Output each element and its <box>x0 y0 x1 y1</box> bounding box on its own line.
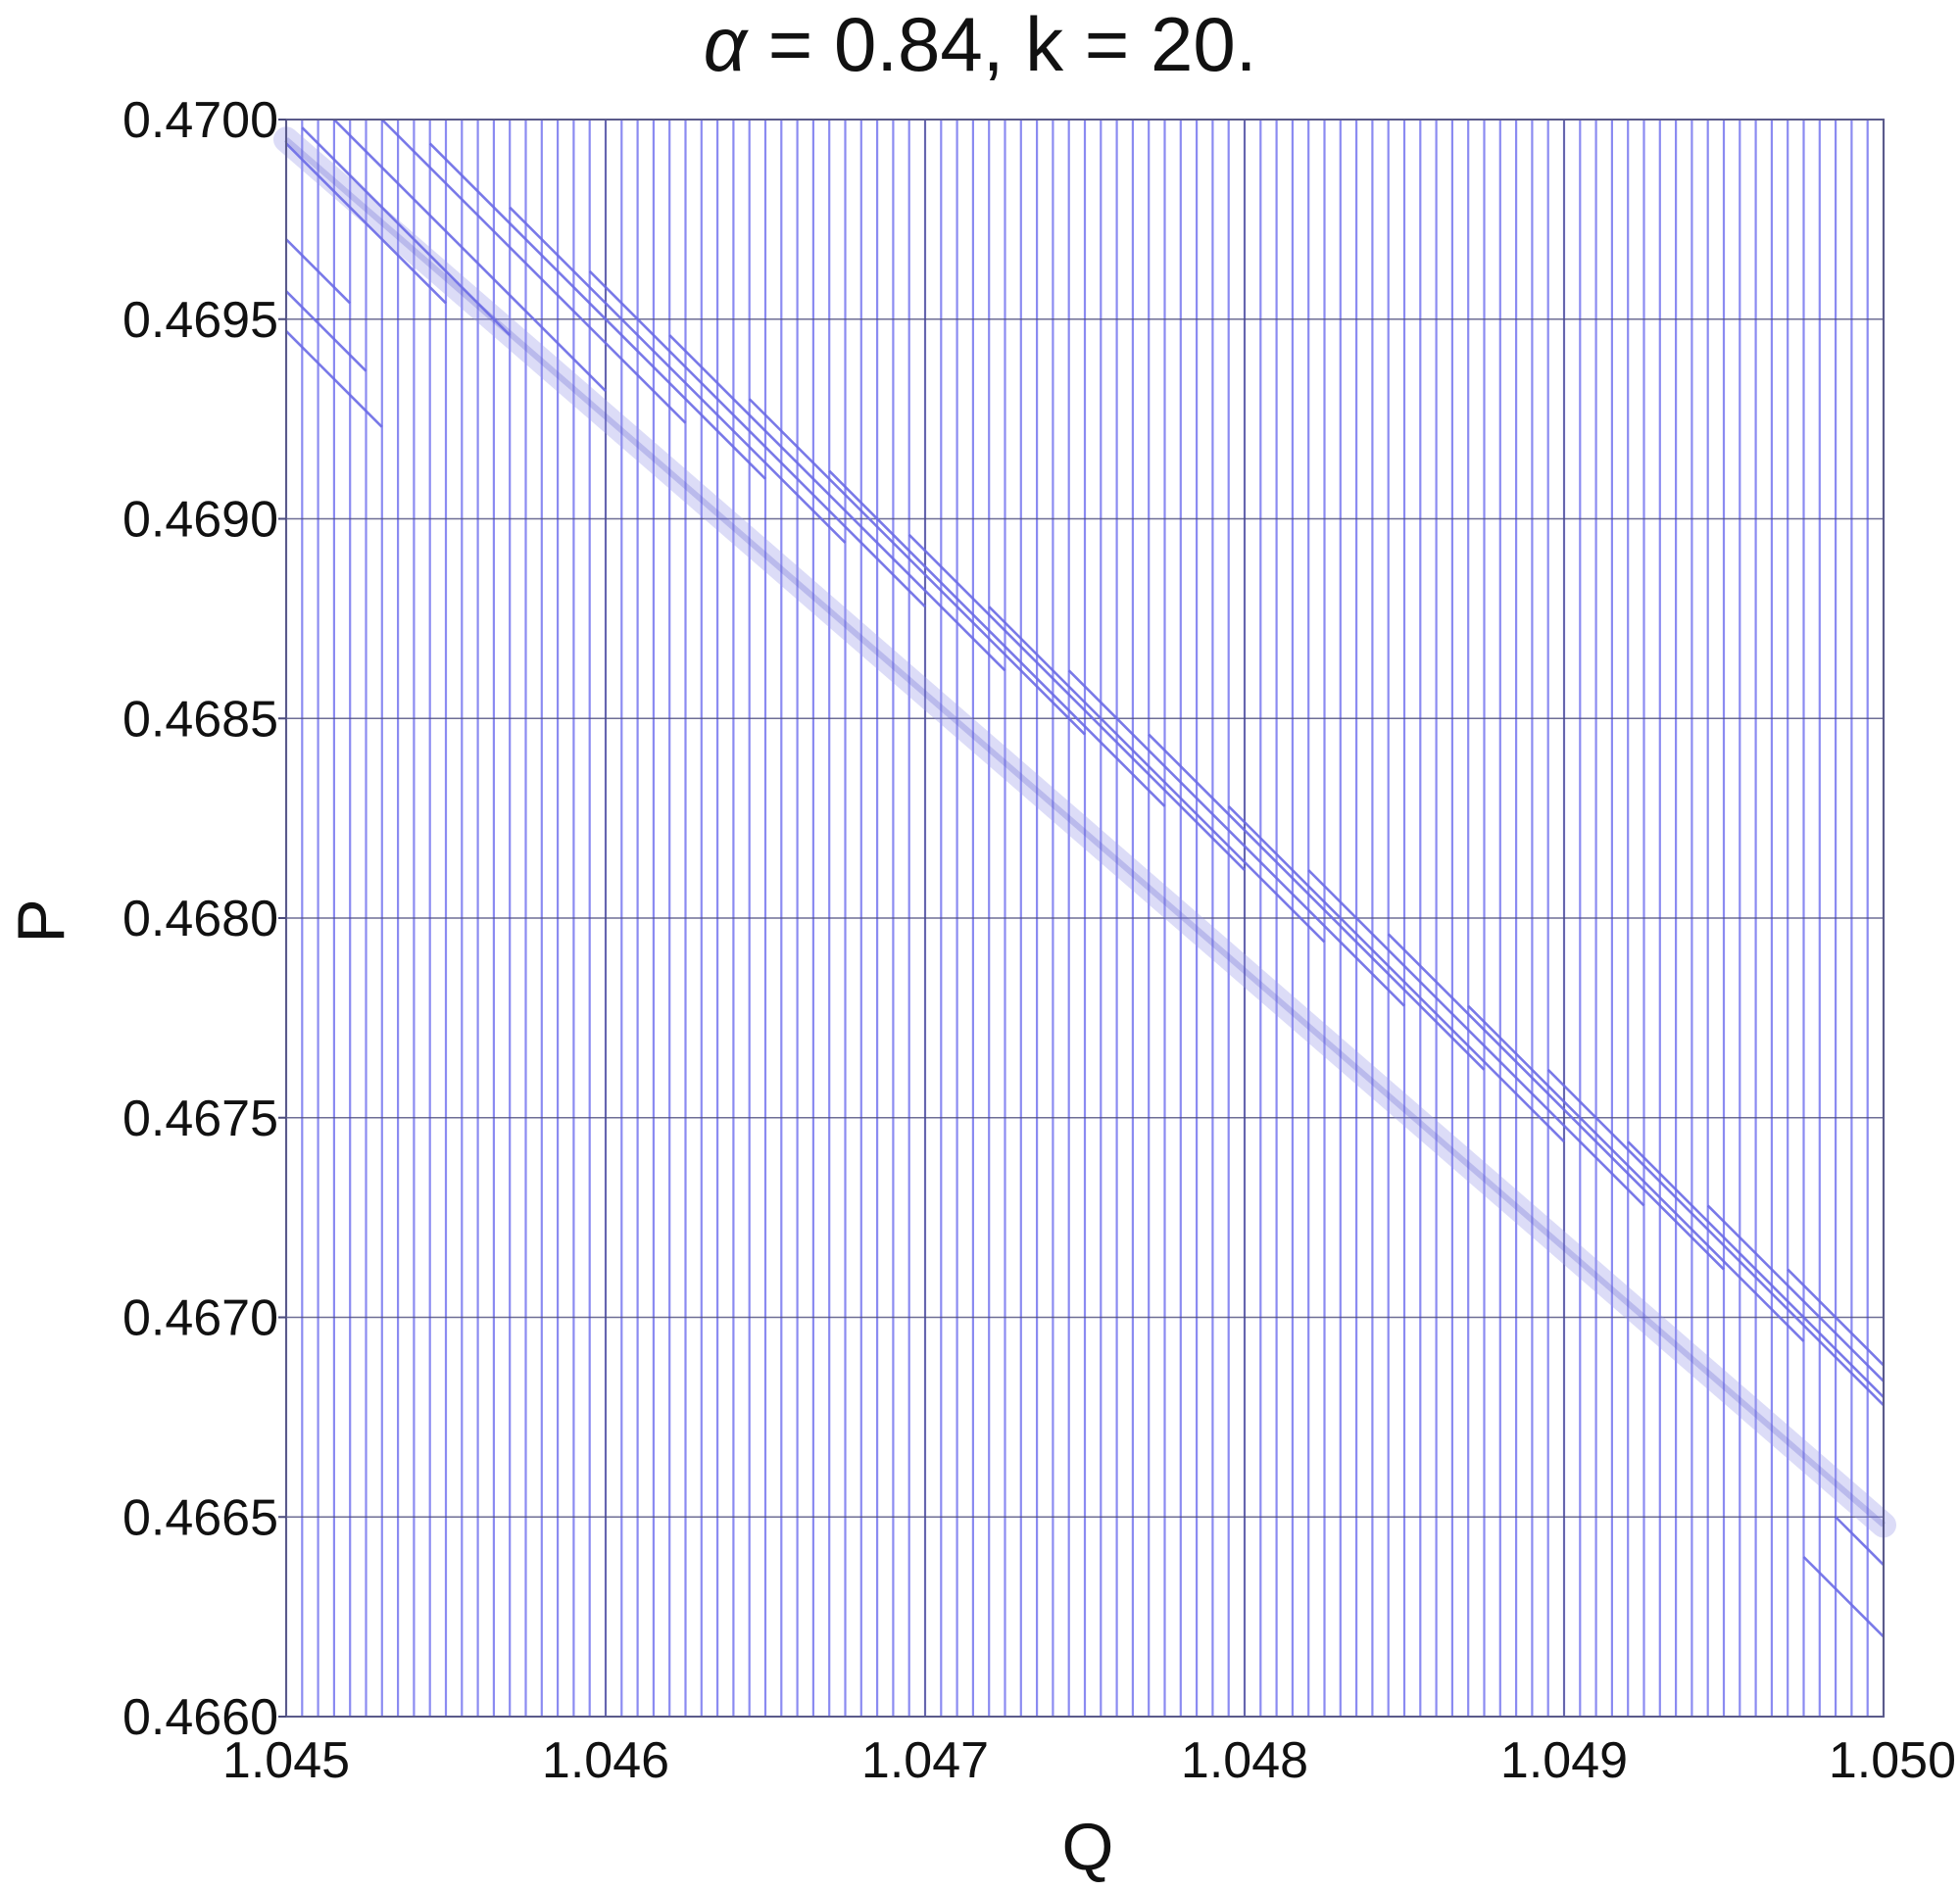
x-tick-label-0: 1.045 <box>222 1732 350 1789</box>
diagonal-segment-13 <box>907 533 1246 872</box>
x-tick-labels: 1.045 1.046 1.047 1.048 1.049 1.050 <box>222 1732 1956 1789</box>
y-tick-label-4: 0.4680 <box>122 891 278 947</box>
x-tick-label-2: 1.047 <box>861 1732 989 1789</box>
diagonal-segment-17 <box>1227 804 1565 1143</box>
y-tick-label-5: 0.4685 <box>122 691 278 748</box>
diagonal-segment-16 <box>1148 733 1486 1071</box>
diagonal-segment-4 <box>301 126 512 336</box>
y-tick-label-7: 0.4695 <box>122 292 278 349</box>
diagonal-segment-15 <box>1067 669 1405 1007</box>
y-tick-label-2: 0.4670 <box>122 1290 278 1347</box>
x-tick-label-1: 1.046 <box>542 1732 669 1789</box>
diagonal-segment-26 <box>1802 1556 1885 1638</box>
diagonal-segment-6 <box>380 119 687 424</box>
diagonal-segment-22 <box>1627 1140 1885 1398</box>
diagonal-segment-14 <box>988 606 1326 944</box>
point-density-core <box>284 137 1886 1527</box>
diagonal-segment-21 <box>1546 1068 1885 1407</box>
x-tick-label-4: 1.049 <box>1500 1732 1628 1789</box>
point-density-band <box>273 126 1896 1538</box>
y-tick-label-0: 0.4660 <box>122 1689 278 1746</box>
diagonal-segment-11 <box>748 398 1086 736</box>
y-axis-label: P <box>4 898 78 943</box>
diagonal-segment-3 <box>285 142 447 305</box>
y-tick-label-1: 0.4665 <box>122 1489 278 1546</box>
diagonal-band <box>273 126 1896 1538</box>
diagonal-segment-23 <box>1706 1204 1885 1382</box>
y-tick-label-6: 0.4690 <box>122 492 278 549</box>
x-tick-label-5: 1.050 <box>1829 1732 1956 1789</box>
title-parameters: = 0.84, k = 20. <box>747 1 1256 87</box>
diagonal-segment-20 <box>1467 1004 1805 1342</box>
y-tick-labels: 0.4660 0.4665 0.4670 0.4675 0.4680 0.4685 0.46… <box>122 92 286 1746</box>
x-axis-label: Q <box>1062 1810 1114 1884</box>
x-tick-label-3: 1.048 <box>1181 1732 1308 1789</box>
diagonal-segment-24 <box>1787 1268 1885 1367</box>
diagonal-segment-12 <box>828 469 1166 807</box>
diagonal-line-series <box>285 119 1885 1638</box>
chart-title: α = 0.84, k = 20. <box>704 1 1257 87</box>
diagonal-segment-5 <box>332 119 607 393</box>
y-tick-label-3: 0.4675 <box>122 1091 278 1147</box>
grid-lines <box>285 119 1885 1718</box>
diagonal-segment-1 <box>285 290 368 372</box>
diagonal-segment-0 <box>285 238 352 305</box>
diagonal-segment-9 <box>588 269 926 608</box>
diagonal-segment-10 <box>668 334 1006 672</box>
y-tick-label-8: 0.4700 <box>122 92 278 149</box>
diagonal-segment-2 <box>285 330 383 428</box>
diagonal-segment-19 <box>1387 933 1725 1271</box>
title-alpha-symbol: α <box>704 1 750 87</box>
diagonal-segment-7 <box>428 142 766 480</box>
diagonal-segment-8 <box>509 206 847 544</box>
diagonal-segment-18 <box>1307 869 1645 1207</box>
diagonal-segment-25 <box>1835 1516 1885 1567</box>
